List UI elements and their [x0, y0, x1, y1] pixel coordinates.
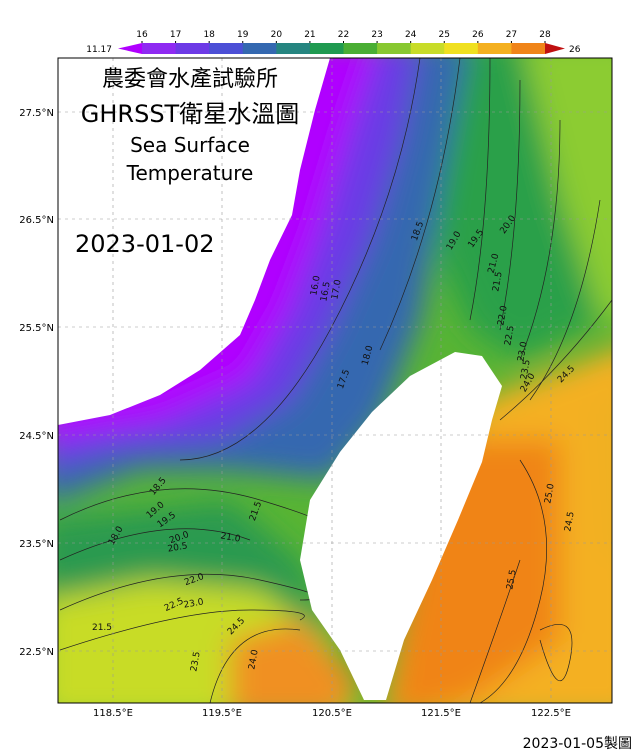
- taiwan: [300, 352, 502, 700]
- colorbar-segment: [410, 43, 445, 54]
- contour-label: 21.5: [491, 271, 504, 292]
- longitude-label: 122.5°E: [531, 708, 571, 719]
- contour-label: 23.5: [519, 359, 532, 380]
- contour-label: 20.5: [167, 541, 188, 554]
- footer: 2023-01-05製圖: [523, 736, 632, 752]
- colorbar-tick-label: 17: [170, 30, 181, 40]
- image-date: 2023-01-02: [75, 230, 214, 258]
- longitude-label: 121.5°E: [421, 708, 461, 719]
- colorbar-segment: [276, 43, 311, 54]
- colorbar-segment: [118, 43, 142, 54]
- contour-label: 16.0: [309, 275, 322, 297]
- colorbar-segment: [142, 43, 177, 54]
- colorbar-segment: [343, 43, 378, 54]
- longitude-label: 120.5°E: [312, 708, 352, 719]
- contour-label: 25.0: [543, 483, 556, 505]
- colorbar-segment: [309, 43, 344, 54]
- colorbar-max-label: 26: [569, 45, 581, 55]
- latitude-label: 26.5°N: [19, 215, 54, 226]
- colorbar-segment: [545, 43, 565, 54]
- title-line: Temperature: [126, 161, 254, 185]
- contour-label: 17.0: [330, 279, 343, 301]
- title-line: Sea Surface: [130, 133, 250, 157]
- contour-label: 25.5: [505, 569, 518, 590]
- contour-label: 21.5: [92, 623, 112, 633]
- colorbar-segment: [175, 43, 210, 54]
- colorbar-tick-label: 28: [539, 30, 551, 40]
- colorbar-min-label: 11.17: [86, 45, 112, 55]
- longitude-label: 118.5°E: [93, 708, 133, 719]
- colorbar-segment: [209, 43, 244, 54]
- contour-label: 21.0: [220, 531, 242, 544]
- longitude-label: 119.5°E: [202, 708, 242, 719]
- contour-label: 23.0: [516, 341, 529, 363]
- colorbar-tick-label: 24: [405, 30, 417, 40]
- colorbar-segment: [511, 43, 546, 54]
- colorbar-segment: [242, 43, 277, 54]
- latitude-label: 27.5°N: [19, 108, 54, 119]
- contour-label: 23.0: [183, 597, 205, 610]
- mainland: [58, 58, 330, 425]
- colorbar-tick-label: 22: [338, 30, 349, 40]
- colorbar-segment: [444, 43, 479, 54]
- latitude-label: 23.5°N: [19, 539, 54, 550]
- colorbar-tick-label: 25: [439, 30, 450, 40]
- contour-label: 22.5: [503, 325, 516, 346]
- contour-label: 24.5: [563, 511, 576, 532]
- colorbar-tick-label: 16: [136, 30, 148, 40]
- title-line: GHRSST衛星水溫圖: [81, 100, 299, 128]
- map-frame: [57, 57, 613, 704]
- latitude-label: 25.5°N: [19, 323, 54, 334]
- colorbar-segment: [477, 43, 512, 54]
- contour-label: 23.5: [189, 651, 202, 672]
- colorbar-tick-label: 23: [371, 30, 382, 40]
- contour-label: 16.5: [319, 281, 332, 302]
- colorbar-tick-label: 21: [304, 30, 315, 40]
- latitude-label: 24.5°N: [19, 431, 54, 442]
- colorbar-tick-label: 26: [472, 30, 484, 40]
- map-area: 18.5 19.0 19.520.021.021.522.022.523.023.5…: [58, 58, 612, 703]
- contour-label: 24.0: [247, 649, 260, 671]
- latitude-label: 22.5°N: [19, 647, 54, 658]
- colorbar-tick-label: 18: [203, 30, 215, 40]
- title-line: 農委會水產試驗所: [102, 67, 278, 92]
- contour-label: 22.0: [496, 305, 509, 327]
- colorbar-segment: [377, 43, 412, 54]
- colorbar-tick-label: 20: [271, 30, 283, 40]
- colorbar-tick-label: 27: [506, 30, 517, 40]
- colorbar-tick-label: 19: [237, 30, 249, 40]
